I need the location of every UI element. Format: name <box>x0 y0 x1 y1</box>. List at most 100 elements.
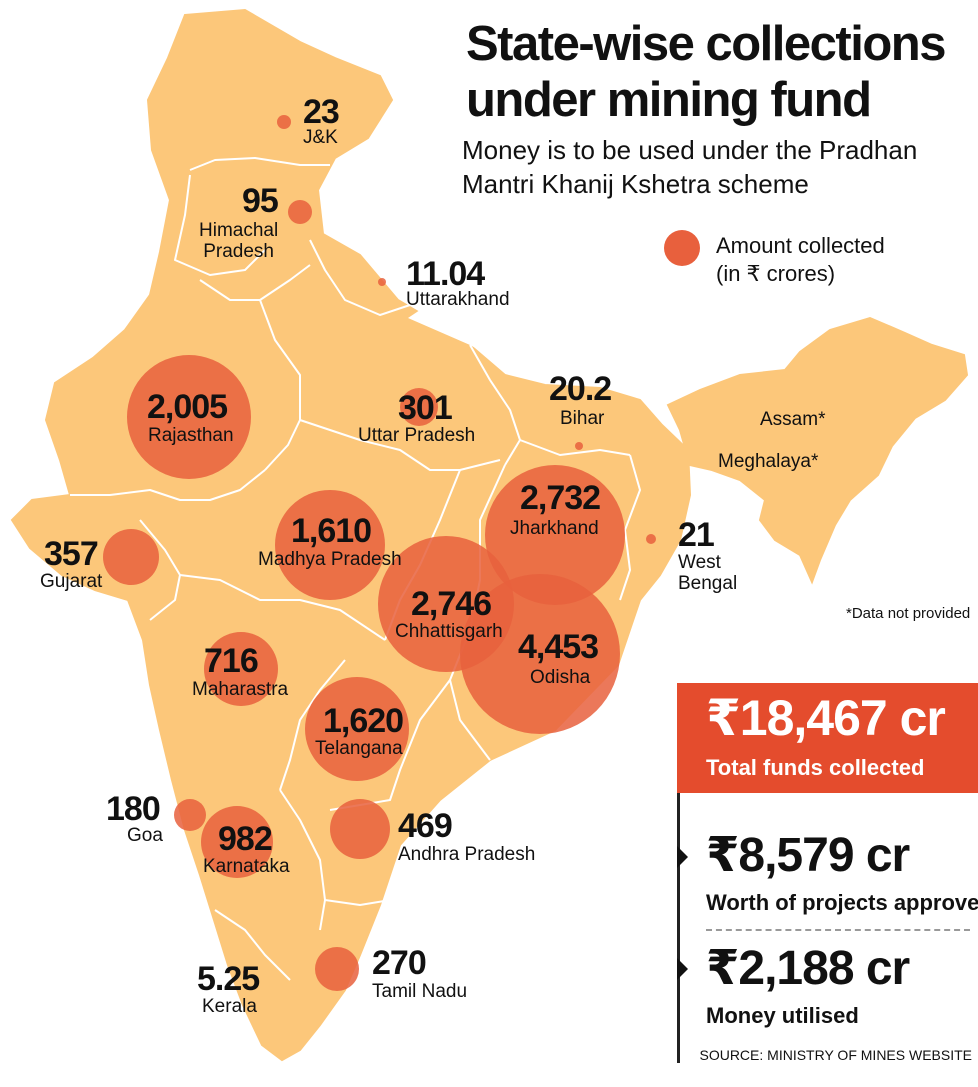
state-value-uk: 11.04 <box>406 255 485 293</box>
border-up-bihar <box>469 344 521 466</box>
utilised-value: ₹2,188 cr <box>706 942 910 995</box>
bubble-raj <box>127 355 251 479</box>
border-raj-south <box>70 469 266 501</box>
state-name-tel: Telangana <box>315 738 403 759</box>
legend: Amount collected (in ₹ crores) <box>716 232 885 288</box>
state-value-jk: 23 <box>303 93 340 131</box>
border-kar-ker <box>214 909 291 981</box>
dashed-divider <box>706 929 970 931</box>
border-jk-hp <box>189 157 330 171</box>
border-kar-ap <box>279 789 326 931</box>
arrow-right-icon <box>677 846 688 868</box>
subtitle-line-2: Mantri Khanij Kshetra scheme <box>462 169 809 199</box>
legend-line-1: Amount collected <box>716 233 885 258</box>
bubble-ap <box>330 799 390 859</box>
state-name-goa: Goa <box>127 825 163 846</box>
state-value-ker: 5.25 <box>197 960 260 998</box>
bubble-ker <box>243 970 247 974</box>
border-hp-punjab <box>174 174 266 276</box>
state-value-tn: 270 <box>372 944 427 982</box>
northeast-shape <box>666 316 969 585</box>
state-value-mh: 716 <box>204 642 259 680</box>
state-value-guj: 357 <box>44 535 99 573</box>
state-name-hp: Himachal Pradesh <box>199 220 279 262</box>
summary-divider <box>677 683 680 1063</box>
bubble-wb <box>646 534 656 544</box>
border-jh-wb <box>619 454 641 601</box>
state-name-up: Uttar Pradesh <box>358 425 476 446</box>
state-name-bih: Bihar <box>560 408 605 429</box>
bubble-uk <box>378 278 386 286</box>
bubble-mh <box>204 632 278 706</box>
border-raj-up <box>259 299 301 471</box>
bubble-jh <box>485 465 625 605</box>
state-value-goa: 180 <box>106 790 161 828</box>
state-value-raj: 2,005 <box>147 388 228 426</box>
border-guj-mp <box>139 519 181 621</box>
state-name-mh: Maharastra <box>192 679 289 700</box>
bubble-od <box>460 574 620 734</box>
bubble-tel <box>305 677 409 781</box>
state-value-jh: 2,732 <box>520 479 601 517</box>
bubble-bih <box>575 442 583 450</box>
state-name-assam: Assam* <box>760 409 826 430</box>
chart-title: State-wise collections under mining fund <box>466 16 946 128</box>
nepal-gap <box>408 310 600 386</box>
border-bihar-jh <box>519 439 631 456</box>
subtitle-line-1: Money is to be used under the Pradhan <box>462 135 918 165</box>
border-mp-mh <box>179 574 386 641</box>
border-tn-ap <box>324 899 391 906</box>
state-name-wb: West Bengal <box>678 552 738 594</box>
bubble-kar <box>201 806 273 878</box>
state-name-kar: Karnataka <box>203 856 290 877</box>
source-credit: SOURCE: MINISTRY OF MINES WEBSITE <box>699 1047 972 1063</box>
bubble-mp <box>275 490 385 600</box>
title-line-2: under mining fund <box>466 73 872 127</box>
bubble-goa <box>174 799 206 831</box>
state-borders <box>70 157 641 981</box>
state-value-wb: 21 <box>678 516 715 554</box>
state-value-tel: 1,620 <box>323 702 404 740</box>
state-value-hp: 95 <box>242 182 279 220</box>
state-name-od: Odisha <box>530 667 591 688</box>
title-line-1: State-wise collections <box>466 17 946 71</box>
state-value-kar: 982 <box>218 820 273 858</box>
state-name-ap: Andhra Pradesh <box>398 844 536 865</box>
state-name-jh: Jharkhand <box>510 518 599 539</box>
state-name-tn: Tamil Nadu <box>372 981 468 1002</box>
state-name-ker: Kerala <box>202 996 257 1017</box>
state-name-uk: Uttarakhand <box>406 289 510 310</box>
state-name-raj: Rajasthan <box>148 425 234 446</box>
bubble-tn <box>315 947 359 991</box>
legend-bubble-icon <box>664 230 700 266</box>
bubble-guj <box>103 529 159 585</box>
border-uk <box>309 239 411 316</box>
footnote: *Data not provided <box>846 605 971 622</box>
legend-line-2: (in ₹ crores) <box>716 261 836 286</box>
total-label: Total funds collected <box>706 755 925 780</box>
state-name-mp: Madhya Pradesh <box>258 549 402 570</box>
state-value-chh: 2,746 <box>411 585 492 623</box>
bubble-jk <box>277 115 291 129</box>
subtitle: Money is to be used under the Pradhan Ma… <box>462 133 962 201</box>
total-value: ₹18,467 cr <box>706 690 946 746</box>
state-value-od: 4,453 <box>518 628 599 666</box>
bubble-hp <box>288 200 312 224</box>
state-name-jk: J&K <box>303 127 338 148</box>
bubbles <box>103 115 656 991</box>
state-name-meghalaya: Meghalaya* <box>718 451 819 472</box>
state-value-up: 301 <box>398 389 453 427</box>
approved-label: Worth of projects approved <box>706 890 978 915</box>
state-name-chh: Chhattisgarh <box>395 621 503 642</box>
total-box <box>677 683 978 793</box>
state-value-mp: 1,610 <box>291 512 372 550</box>
utilised-label: Money utilised <box>706 1003 859 1028</box>
state-name-guj: Gujarat <box>40 571 103 592</box>
arrow-right-icon <box>677 958 688 980</box>
state-value-bih: 20.2 <box>549 370 612 408</box>
border-mh-tel <box>279 659 346 791</box>
bubble-up <box>400 388 438 426</box>
state-value-ap: 469 <box>398 807 453 845</box>
approved-value: ₹8,579 cr <box>706 829 910 882</box>
